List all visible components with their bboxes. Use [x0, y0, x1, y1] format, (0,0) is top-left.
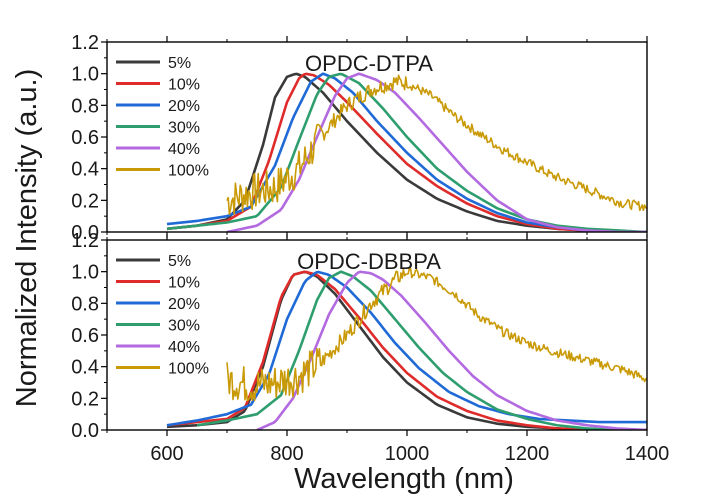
x-tick-label: 600	[150, 443, 183, 465]
x-tick-label: 1000	[385, 443, 430, 465]
legend-label: 40%	[168, 141, 200, 158]
y-tick-label: 0.4	[71, 357, 99, 379]
series-line-100pct	[226, 267, 647, 402]
legend-label: 10%	[168, 275, 200, 292]
y-tick-label: 0.8	[71, 293, 99, 315]
y-tick-label: 0.6	[71, 325, 99, 347]
legend-label: 5%	[168, 253, 191, 270]
legend-label: 100%	[168, 361, 209, 378]
legend-label: 20%	[168, 296, 200, 313]
y-tick-label: 0.8	[71, 95, 99, 117]
series-group	[166, 267, 647, 430]
y-tick-label: 0.2	[71, 388, 99, 410]
y-tick-label: 1.0	[71, 64, 99, 86]
legend-label: 30%	[168, 120, 200, 137]
chart-title: OPDC-DBBPA	[297, 249, 441, 274]
y-axis-label: Normalized Intensity (a.u.)	[11, 69, 43, 407]
x-tick-label: 800	[270, 443, 303, 465]
series-line-40pct	[226, 72, 647, 232]
y-tick-label: 1.2	[71, 230, 99, 252]
series-line-100pct	[226, 74, 647, 215]
y-tick-label: 0.2	[71, 190, 99, 212]
series-line-30pct	[166, 72, 647, 232]
series-line-40pct	[256, 270, 646, 430]
series-line-20pct	[166, 270, 647, 427]
y-tick-label: 0.0	[71, 222, 99, 244]
legend: 5% 10% 20% 30% 40% 100%	[116, 55, 209, 180]
y-tick-label: 1.0	[71, 262, 99, 284]
legend-label: 20%	[168, 98, 200, 115]
x-tick-label: 1200	[505, 443, 550, 465]
x-tick-label: 1400	[625, 443, 670, 465]
legend: 5% 10% 20% 30% 40% 100%	[116, 253, 209, 378]
legend-label: 10%	[168, 77, 200, 94]
chart-title: OPDC-DTPA	[305, 51, 433, 76]
legend-label: 30%	[168, 318, 200, 335]
y-tick-label: 0.4	[71, 159, 99, 181]
y-tick-label: 1.2	[71, 32, 99, 54]
x-axis-label: Wavelength (nm)	[294, 463, 514, 495]
series-group	[166, 72, 647, 232]
legend-label: 5%	[168, 55, 191, 72]
series-line-30pct	[196, 270, 646, 430]
legend-label: 100%	[168, 163, 209, 180]
y-tick-label: 0.0	[71, 420, 99, 442]
y-tick-label: 0.6	[71, 127, 99, 149]
panel-bottom: 0.0 0.2 0.4 0.6 0.8 1.0 1.2 600 800 1000 1200 1400 O…	[71, 230, 669, 465]
legend-label: 40%	[168, 339, 200, 356]
panel-top: 0.0 0.2 0.4 0.6 0.8 1.0 1.2 OPDC-DTPA 5% 10% 20% 30…	[71, 32, 648, 244]
series-line-10pct	[166, 270, 647, 430]
